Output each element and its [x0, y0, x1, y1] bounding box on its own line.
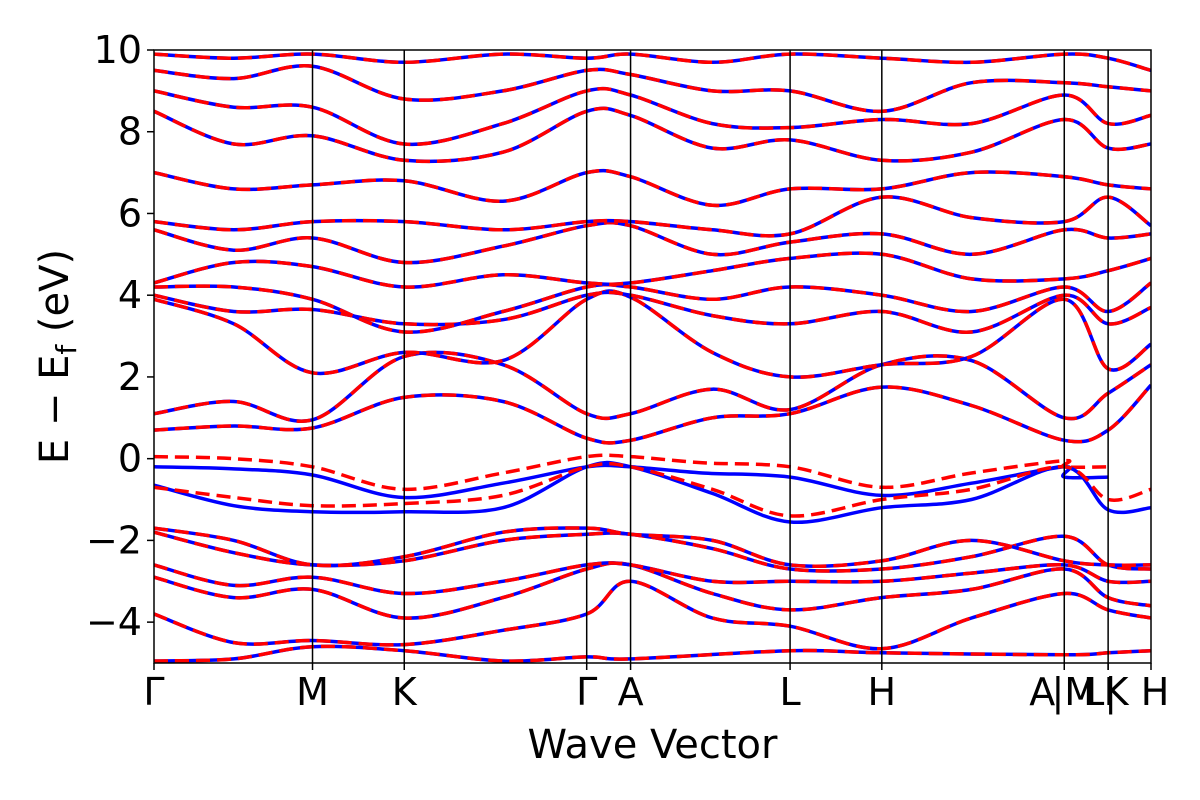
y-tick-label: 4 [118, 273, 142, 317]
band-solid-12 [154, 220, 1151, 265]
band-dashed-13 [154, 195, 1151, 238]
band-dashed-17 [154, 64, 1151, 114]
y-axis-ticks: −4 −2 0 2 4 6 8 10 [86, 28, 154, 644]
band-dashed-8 [154, 289, 1151, 379]
y-axis-label-subscript: f [50, 344, 83, 355]
band-solid-5 [154, 526, 1151, 569]
band-dashed-2 [154, 561, 1151, 620]
y-axis-label-main: E − E [32, 355, 78, 465]
y-tick-label: −2 [86, 518, 142, 562]
x-axis-label: Wave Vector [528, 722, 779, 768]
gap-band-dashed-0 [154, 453, 1109, 492]
band-dashed-10 [154, 281, 1151, 334]
y-axis-label: E − Ef (eV) [32, 249, 83, 464]
band-dashed-5 [154, 526, 1151, 569]
y-tick-label: 6 [118, 191, 142, 235]
band-solid-13 [154, 195, 1151, 238]
x-tick-label: L [780, 670, 801, 714]
band-dashed-6 [154, 383, 1151, 445]
x-axis-ticks: Γ M K Γ A L H A|ML|K H [143, 663, 1169, 715]
band-dashed-3 [154, 561, 1151, 596]
plot-frame [153, 49, 1152, 664]
y-tick-label: 10 [94, 28, 142, 72]
x-tick-label: L| [1083, 670, 1117, 715]
band-lines [154, 52, 1151, 663]
gap-band-dashed-1 [154, 461, 1151, 518]
band-dashed-12 [154, 220, 1151, 265]
y-tick-label: 8 [118, 110, 142, 154]
band-solid-18 [154, 52, 1151, 73]
kpoint-separators [311, 50, 1109, 663]
band-dashed-18 [154, 52, 1151, 73]
y-axis-label-unit: (eV) [32, 249, 78, 345]
x-tick-label: H [1141, 670, 1170, 714]
band-dashed-14 [154, 168, 1151, 208]
y-tick-label: −4 [86, 600, 142, 644]
gap-band-solid-1 [154, 460, 1151, 525]
y-tick-label: 2 [118, 355, 142, 399]
band-solid-14 [154, 168, 1151, 208]
x-tick-label: M [296, 670, 329, 714]
band-dashed-11 [154, 251, 1151, 289]
x-tick-label: A [618, 670, 644, 714]
x-tick-label: H [868, 670, 897, 714]
band-dashed-15 [154, 106, 1151, 164]
gap-band-solid-0 [154, 463, 1109, 500]
x-tick-label: Γ [143, 670, 164, 714]
x-tick-label: A [1029, 670, 1055, 714]
band-dashed-16 [154, 86, 1151, 147]
band-dashed-9 [154, 290, 1151, 334]
band-dashed-7 [154, 350, 1151, 423]
band-dashed-1 [154, 579, 1151, 651]
band-solid-7 [154, 350, 1151, 423]
band-solid-1 [154, 579, 1151, 651]
band-solid-11 [154, 251, 1151, 289]
x-tick-label: Γ [576, 670, 597, 714]
x-tick-label: |M [1051, 670, 1097, 715]
y-tick-label: 0 [118, 437, 142, 481]
x-tick-label: K [392, 670, 418, 714]
x-tick-label: K [1104, 670, 1130, 714]
